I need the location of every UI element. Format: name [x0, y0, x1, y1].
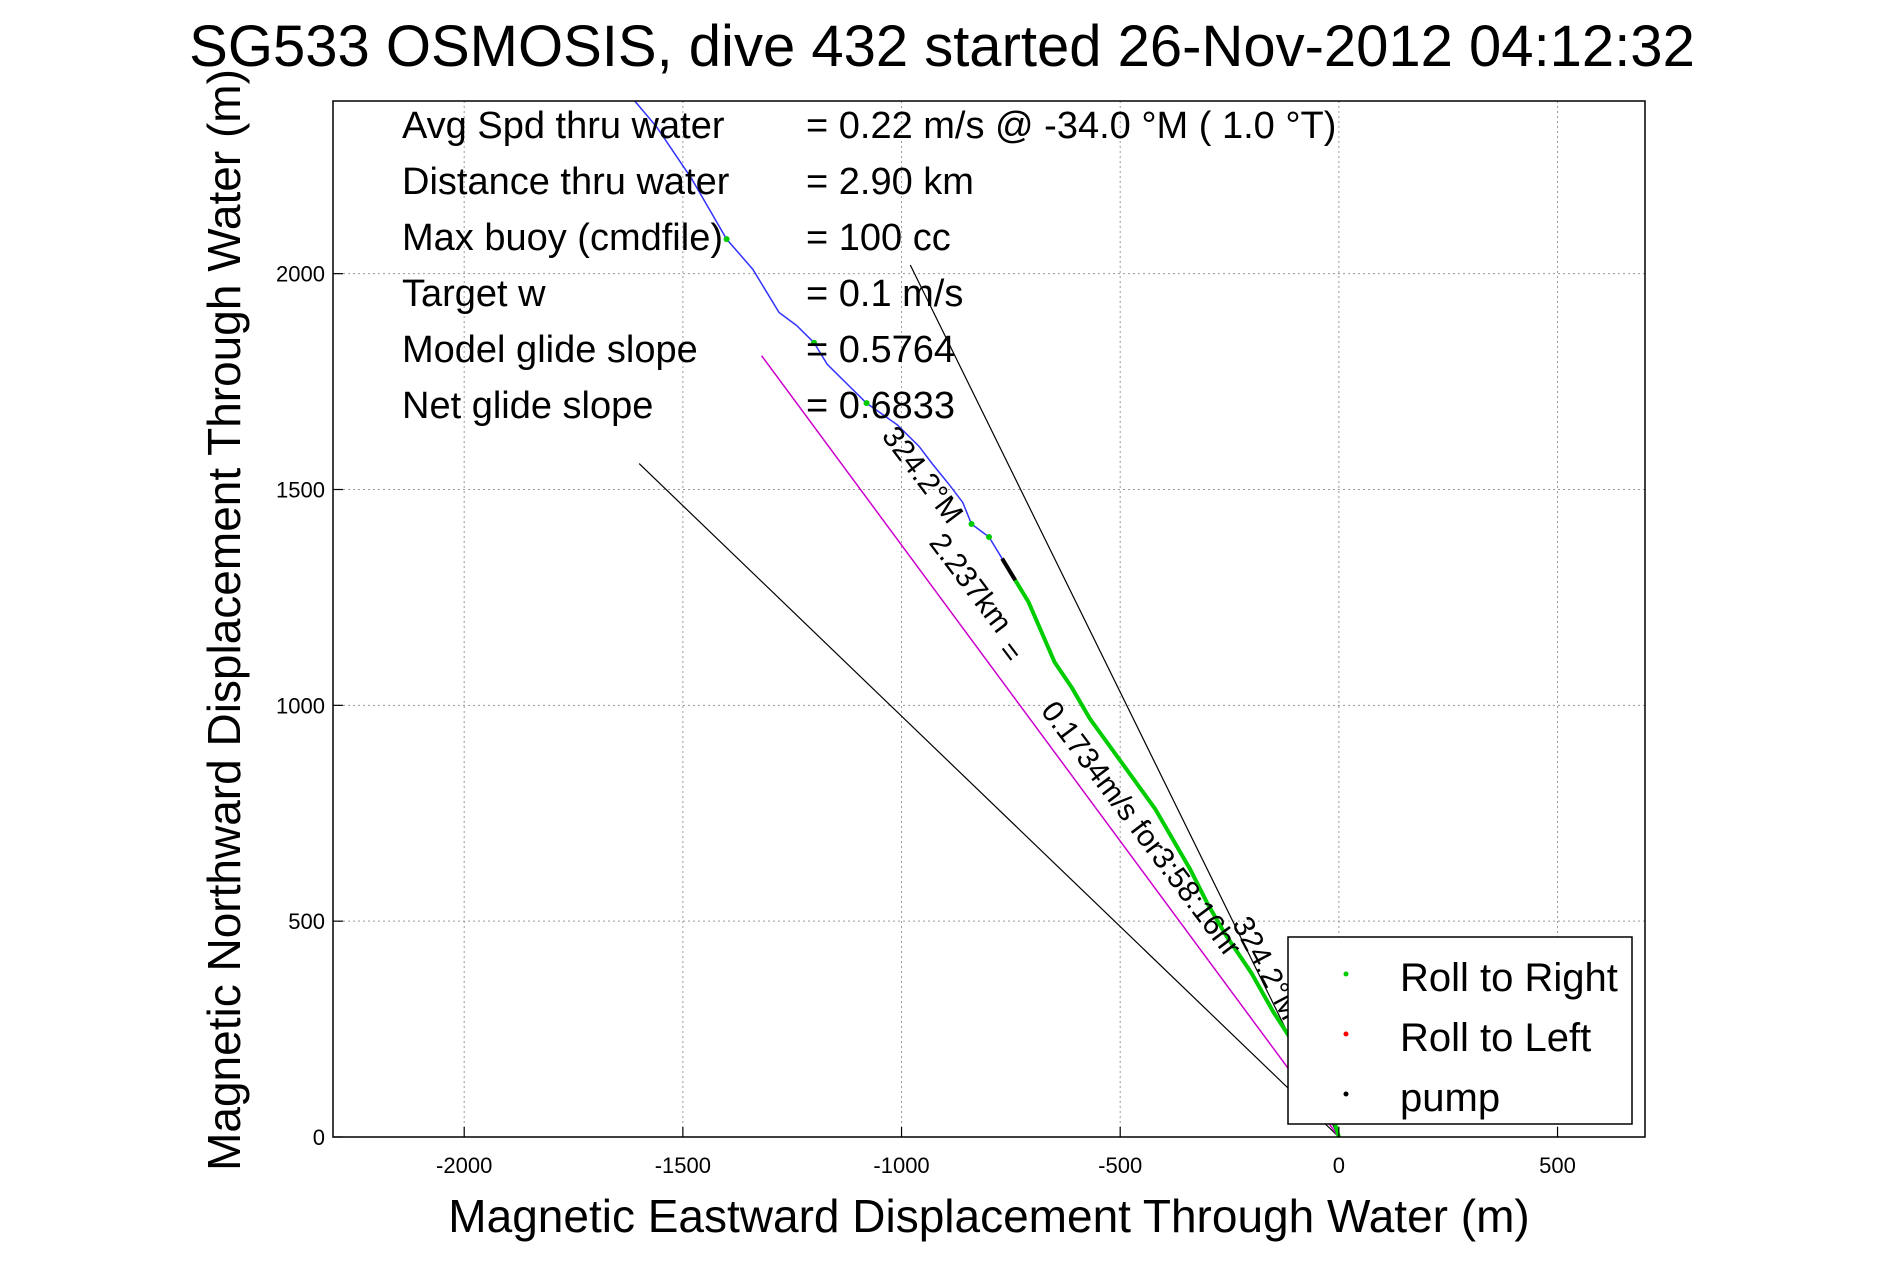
- model-course-line: [760, 355, 1340, 1138]
- legend-label: Roll to Left: [1400, 1016, 1591, 1060]
- legend-marker: [1343, 971, 1349, 977]
- legend-marker: [1343, 1091, 1349, 1097]
- stat-value: = 0.5764: [806, 329, 955, 371]
- track-annotation: 2.237km: [923, 527, 1019, 639]
- stat-label: Avg Spd thru water: [402, 105, 725, 147]
- stat-value: = 0.22 m/s @ -34.0 °M ( 1.0 °T): [806, 105, 1336, 147]
- x-tick-label: -1000: [873, 1153, 929, 1178]
- x-tick-label: -2000: [436, 1153, 492, 1178]
- roll-right-point: [968, 521, 975, 528]
- plot-frame: [332, 100, 1646, 1138]
- stat-value: = 0.6833: [806, 385, 955, 427]
- dive-track: [634, 100, 1341, 1138]
- y-tick-label: 1500: [276, 478, 325, 503]
- stat-value: = 100 cc: [806, 217, 951, 259]
- chart-title: SG533 OSMOSIS, dive 432 started 26-Nov-2…: [189, 14, 1695, 79]
- x-tick-label: 0: [1333, 1153, 1345, 1178]
- x-tick-label: -500: [1098, 1153, 1142, 1178]
- wedge-line: [638, 463, 1340, 1138]
- stat-value: = 0.1 m/s: [806, 273, 963, 315]
- stat-value: = 2.90 km: [806, 161, 974, 203]
- pump-segment: [1000, 557, 1017, 582]
- dive-statistics: Avg Spd thru water = 0.22 m/s @ -34.0 °M …: [402, 105, 1336, 427]
- stat-label: Max buoy (cmdfile): [402, 217, 723, 259]
- y-tick-label: 500: [288, 909, 325, 934]
- y-tick-label: 0: [313, 1125, 325, 1150]
- y-tick-label: 1000: [276, 693, 325, 718]
- roll-right-point: [986, 533, 992, 540]
- stat-label: Net glide slope: [402, 385, 653, 427]
- reference-lines: [638, 264, 1340, 1138]
- track-line-roll-right: [1013, 579, 1341, 1138]
- track-annotation: =: [991, 635, 1028, 669]
- roll-right-point: [863, 400, 870, 407]
- y-tick-label: 2000: [276, 262, 325, 287]
- x-tick-label: -1500: [655, 1153, 711, 1178]
- x-tick-label: 500: [1539, 1153, 1576, 1178]
- x-axis-label: Magnetic Eastward Displacement Through W…: [448, 1190, 1529, 1242]
- track-annotation: 324.2°M: [875, 420, 969, 529]
- stat-label: Target w: [402, 273, 546, 315]
- legend-label: pump: [1400, 1076, 1500, 1120]
- roll-right-point: [811, 339, 818, 346]
- wedge-line: [909, 264, 1340, 1138]
- stat-label: Distance thru water: [402, 161, 730, 203]
- legend-marker: [1343, 1031, 1349, 1037]
- roll-right-point: [723, 236, 730, 243]
- x-axis-ticks: -2000 -1500 -1000 -500 0 500: [436, 1127, 1576, 1178]
- track-line-blue: [634, 100, 1016, 581]
- stat-label: Model glide slope: [402, 329, 698, 371]
- legend: Roll to Right Roll to Left pump: [1287, 936, 1633, 1125]
- y-axis-label: Magnetic Northward Displacement Through …: [198, 69, 250, 1171]
- legend-label: Roll to Right: [1400, 956, 1618, 1000]
- y-axis-ticks: 0 500 1000 1500 2000: [276, 262, 343, 1150]
